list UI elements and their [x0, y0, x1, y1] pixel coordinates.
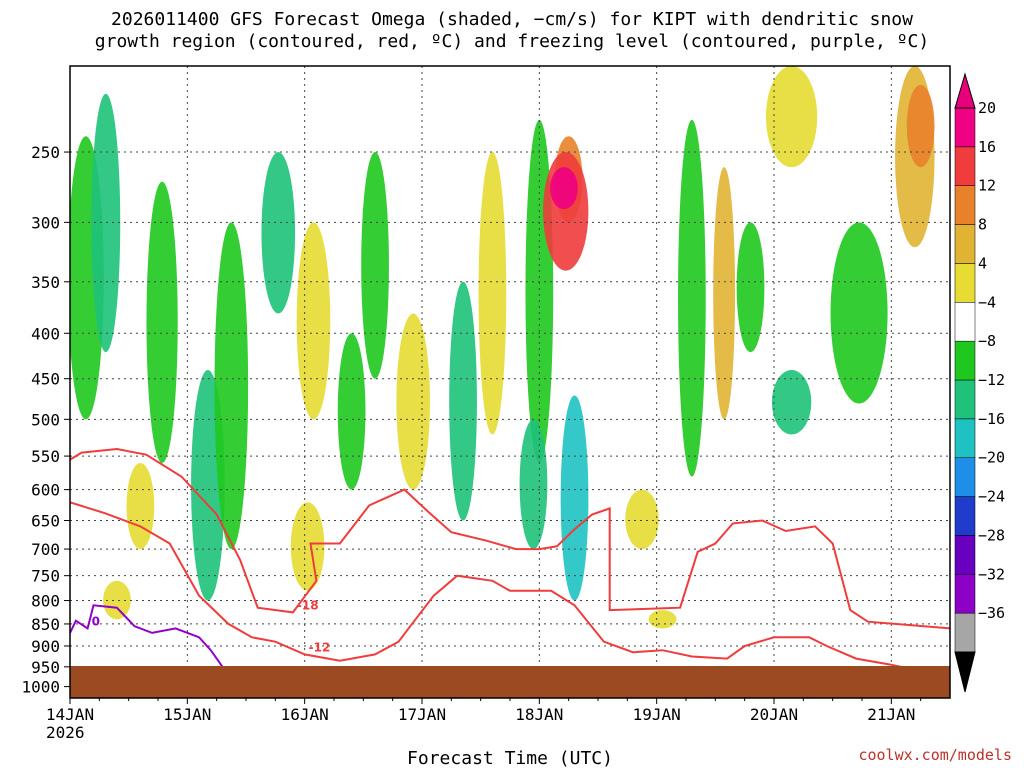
colorbar-label: −4 — [978, 293, 996, 311]
omega-blob — [478, 152, 507, 435]
y-tick-label: 900 — [31, 637, 60, 656]
y-tick-label: 450 — [31, 370, 60, 389]
contour-label: -18 — [297, 598, 319, 612]
contours: -18 -12 0 — [70, 447, 950, 676]
colorbar-swatch — [954, 379, 976, 420]
y-tick-label: 550 — [31, 447, 60, 466]
omega-blob — [449, 281, 477, 521]
colorbar-label: −12 — [978, 371, 1005, 389]
colorbar-label: −28 — [978, 526, 1005, 544]
y-tick-label: 300 — [31, 213, 60, 232]
colorbar: 20 16 12 8 4 −4 −8 −12 −16 −20 −24 −28 −32 −36 — [954, 72, 1005, 693]
omega-blob — [713, 167, 736, 420]
omega-blob — [519, 419, 548, 550]
x-tick-label: 16JAN — [281, 705, 329, 724]
contour-line — [70, 604, 224, 668]
omega-blob — [550, 167, 578, 210]
x-axis: 14JAN 15JAN 16JAN 17JAN 18JAN 19JAN 20JAN 21JAN — [46, 698, 922, 724]
y-axis: 250 300 350 400 450 500 550 600 650 700 750 800 850 9… — [21, 143, 70, 697]
y-tick-label: 800 — [31, 592, 60, 611]
x-tick-label: 14JAN — [46, 705, 94, 724]
colorbar-top-arrow — [954, 72, 976, 109]
omega-blob — [771, 370, 812, 435]
omega-blob — [214, 222, 249, 550]
colorbar-swatch — [954, 340, 976, 381]
chart-subtitle: growth region (contoured, red, ºC) and f… — [95, 31, 929, 52]
y-tick-label: 400 — [31, 324, 60, 343]
contour-label: 0 — [92, 614, 100, 628]
colorbar-swatch — [954, 185, 976, 225]
y-tick-label: 950 — [31, 658, 60, 677]
colorbar-label: −20 — [978, 449, 1005, 467]
omega-blob — [560, 395, 589, 601]
colorbar-swatch — [954, 612, 976, 653]
y-tick-label: 250 — [31, 143, 60, 162]
omega-blob — [678, 119, 706, 477]
omega-blob — [736, 222, 765, 353]
omega-blob — [766, 66, 818, 168]
y-tick-label: 1000 — [21, 678, 60, 697]
y-tick-label: 750 — [31, 567, 60, 586]
omega-blob — [906, 84, 935, 168]
x-axis-label: Forecast Time (UTC) — [407, 748, 613, 768]
omega-blob — [396, 313, 431, 490]
x-year-label: 2026 — [46, 723, 85, 742]
colorbar-swatch — [954, 263, 976, 303]
omega-blob — [290, 502, 325, 591]
omega-blob — [91, 93, 121, 353]
credit-text: coolwx.com/models — [858, 746, 1012, 764]
contour-label: -12 — [309, 640, 331, 654]
colorbar-swatch — [954, 107, 976, 148]
colorbar-label: 12 — [978, 177, 996, 195]
y-tick-label: 500 — [31, 410, 60, 429]
colorbar-label: 16 — [978, 138, 996, 156]
y-tick-label: 600 — [31, 481, 60, 500]
omega-blob — [296, 222, 331, 420]
x-tick-label: 15JAN — [163, 705, 211, 724]
colorbar-swatch — [954, 496, 976, 536]
contour-line — [70, 501, 950, 676]
colorbar-label: −36 — [978, 604, 1005, 622]
y-tick-label: 350 — [31, 273, 60, 292]
colorbar-swatch — [954, 302, 976, 342]
colorbar-swatch — [954, 418, 976, 458]
y-tick-label: 700 — [31, 540, 60, 559]
omega-blob — [261, 152, 296, 314]
omega-blob — [126, 463, 155, 550]
colorbar-swatch — [954, 224, 976, 264]
colorbar-swatch — [954, 146, 976, 186]
colorbar-label: 20 — [978, 99, 996, 117]
y-tick-label: 650 — [31, 511, 60, 530]
x-tick-label: 20JAN — [750, 705, 798, 724]
omega-blob — [361, 152, 389, 379]
ground-surface — [70, 666, 950, 698]
omega-blob — [146, 181, 178, 464]
x-tick-label: 21JAN — [867, 705, 915, 724]
colorbar-swatch — [954, 457, 976, 497]
colorbar-bottom-arrow — [954, 651, 976, 693]
colorbar-label: −32 — [978, 565, 1005, 583]
chart-title: 2026011400 GFS Forecast Omega (shaded, −… — [111, 9, 913, 30]
colorbar-label: 4 — [978, 254, 987, 272]
colorbar-swatch — [954, 574, 976, 614]
x-tick-label: 18JAN — [515, 705, 563, 724]
omega-blob — [830, 222, 888, 404]
colorbar-label: −16 — [978, 410, 1005, 428]
omega-blob — [625, 489, 659, 550]
contour-line — [70, 447, 950, 630]
y-tick-label: 850 — [31, 615, 60, 634]
omega-blob — [337, 333, 366, 490]
x-tick-label: 19JAN — [633, 705, 681, 724]
colorbar-label: −8 — [978, 332, 996, 350]
omega-blob — [648, 610, 677, 629]
colorbar-label: 8 — [978, 216, 987, 234]
omega-blob — [103, 580, 131, 620]
colorbar-label: −24 — [978, 488, 1005, 506]
x-tick-label: 17JAN — [398, 705, 446, 724]
colorbar-swatch — [954, 535, 976, 575]
